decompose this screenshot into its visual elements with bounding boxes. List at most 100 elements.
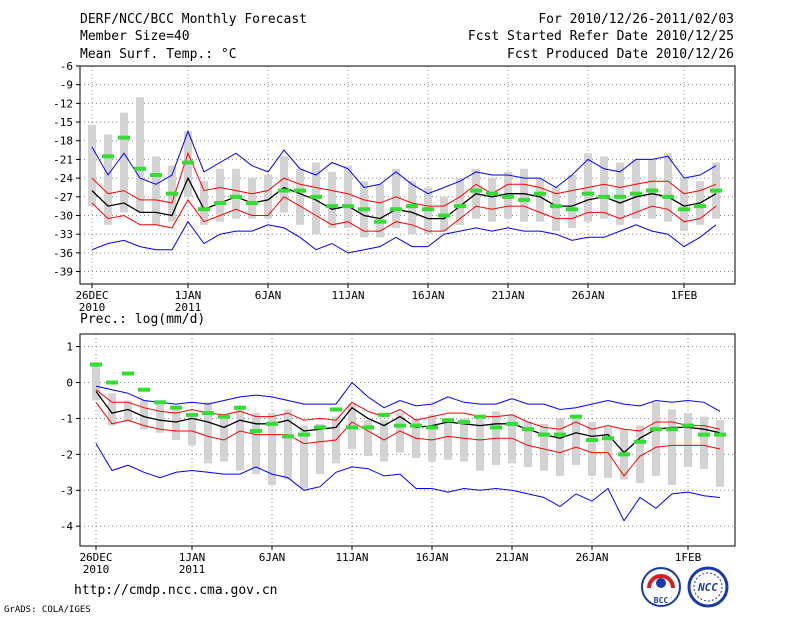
x-tick-label: 6JAN	[255, 289, 282, 302]
ensemble-box	[220, 416, 228, 462]
observed-marker	[214, 201, 226, 206]
x-tick-label: 26JAN	[575, 551, 608, 564]
ensemble-box	[328, 171, 336, 228]
ensemble-box	[632, 159, 640, 219]
observed-marker	[330, 407, 342, 412]
x-tick-sublabel: 2010	[79, 301, 106, 314]
observed-marker	[566, 207, 578, 212]
observed-marker	[534, 191, 546, 196]
series-line-lower	[95, 402, 721, 477]
ensemble-box	[524, 422, 532, 467]
ensemble-box	[280, 156, 288, 213]
observed-marker	[362, 425, 374, 430]
ensemble-box	[120, 112, 128, 213]
ensemble-box	[152, 156, 160, 225]
observed-marker	[550, 204, 562, 209]
observed-marker	[358, 207, 370, 212]
observed-marker	[202, 411, 214, 416]
ensemble-box	[556, 418, 564, 476]
ensemble-box	[136, 97, 144, 213]
observed-marker	[182, 160, 194, 165]
ensemble-box	[428, 414, 436, 462]
ensemble-box	[140, 400, 148, 430]
observed-marker	[170, 405, 182, 410]
ensemble-box	[680, 178, 688, 232]
observed-marker	[394, 423, 406, 428]
variable-label: Mean Surf. Temp.: °C	[80, 47, 237, 62]
observed-marker	[390, 207, 402, 212]
x-tick-sublabel: 2010	[83, 563, 110, 576]
series-line-max	[95, 381, 721, 412]
observed-marker	[710, 188, 722, 193]
x-tick-label: 16JAN	[415, 551, 448, 564]
y-tick-label: -6	[60, 60, 73, 73]
x-tick-label: 1FEB	[675, 551, 702, 564]
observed-marker	[522, 427, 534, 432]
observed-marker	[106, 380, 118, 385]
observed-marker	[282, 434, 294, 439]
observed-marker	[426, 425, 438, 430]
ensemble-box	[456, 178, 464, 225]
observed-marker	[454, 204, 466, 209]
x-tick-label: 26DEC	[79, 551, 112, 564]
y-tick-label: 1	[66, 341, 73, 354]
series-line-min	[95, 443, 721, 522]
ensemble-box	[300, 425, 308, 489]
observed-marker	[646, 188, 658, 193]
y-tick-label: -24	[53, 172, 73, 185]
observed-marker	[134, 166, 146, 171]
ensemble-box	[460, 418, 468, 462]
member-size-label: Member Size=40	[80, 29, 190, 44]
ensemble-box	[600, 156, 608, 219]
observed-marker	[662, 194, 674, 199]
observed-marker	[246, 201, 258, 206]
ensemble-box	[588, 422, 596, 476]
observed-marker	[470, 188, 482, 193]
ensemble-box	[188, 414, 196, 446]
ensemble-box	[376, 184, 384, 238]
x-tick-label: 21JAN	[491, 289, 524, 302]
observed-marker	[118, 135, 130, 140]
observed-marker	[166, 191, 178, 196]
source-url[interactable]: http://cmdp.ncc.cma.gov.cn	[74, 583, 278, 598]
ensemble-box	[572, 414, 580, 466]
ensemble-box	[508, 414, 516, 464]
observed-marker	[598, 194, 610, 199]
observed-marker	[538, 432, 550, 437]
observed-marker	[218, 414, 230, 419]
observed-marker	[150, 173, 162, 177]
observed-marker	[154, 400, 166, 405]
observed-marker	[518, 197, 530, 202]
observed-marker	[310, 194, 322, 199]
observed-marker	[682, 423, 694, 428]
observed-marker	[406, 204, 418, 209]
observed-marker	[326, 204, 338, 209]
series-line-mean	[95, 391, 721, 454]
observed-marker	[294, 188, 306, 193]
x-tick-label: 21JAN	[495, 551, 528, 564]
fcst-started-date: Fcst Started Refer Date 2010/12/25	[467, 29, 734, 44]
observed-marker	[458, 420, 470, 425]
ensemble-box	[268, 413, 276, 485]
forecast-period: For 2010/12/26-2011/02/03	[538, 12, 734, 27]
ensemble-box	[204, 402, 212, 464]
ensemble-box	[156, 404, 164, 433]
observed-marker	[422, 207, 434, 212]
observed-marker	[374, 219, 386, 224]
ensemble-box	[92, 364, 100, 401]
series-line-upper	[91, 151, 717, 207]
ensemble-box	[264, 175, 272, 219]
ensemble-box	[636, 425, 644, 484]
observed-marker	[122, 371, 134, 376]
observed-marker	[586, 438, 598, 442]
observed-marker	[90, 362, 102, 367]
observed-marker	[234, 405, 246, 410]
observed-marker	[506, 421, 518, 426]
observed-marker	[266, 421, 278, 426]
observed-marker	[342, 204, 354, 209]
bcc-logo: BCC	[640, 566, 682, 608]
ensemble-box	[520, 168, 528, 222]
ensemble-box	[236, 409, 244, 471]
ensemble-box	[108, 393, 116, 426]
y-tick-label: -36	[53, 247, 73, 260]
